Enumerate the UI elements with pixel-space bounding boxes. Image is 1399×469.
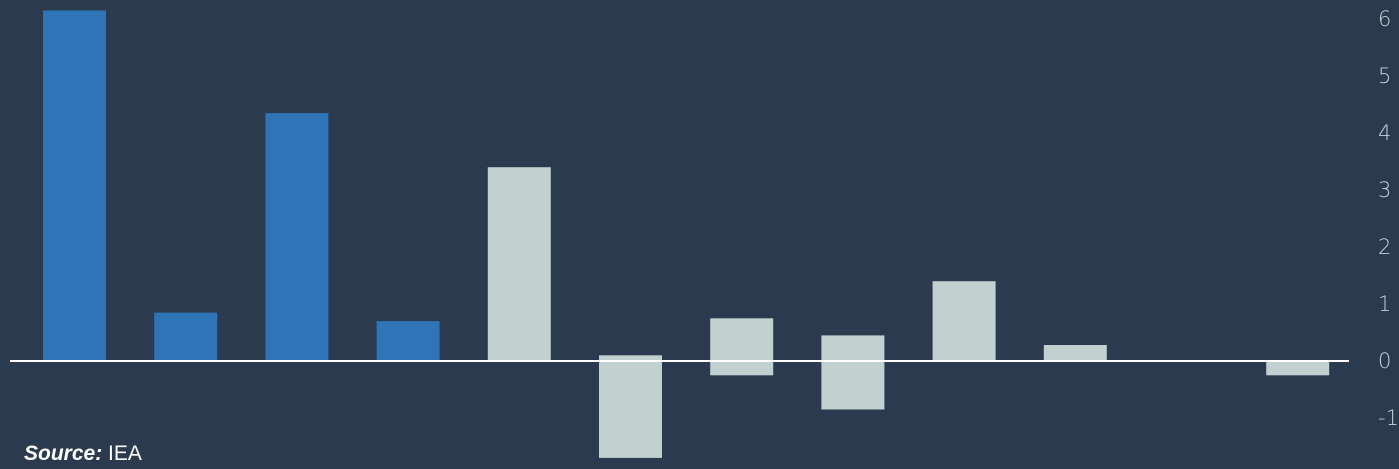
- bar-9: [932, 281, 996, 361]
- bar-8: [821, 335, 885, 410]
- source-label: Source:: [24, 442, 103, 465]
- y-tick-label: 6: [1378, 7, 1391, 31]
- y-tick-label: 0: [1378, 349, 1391, 373]
- y-tick-label: 5: [1378, 64, 1391, 88]
- bar-7: [710, 318, 774, 376]
- bar-10: [1043, 345, 1107, 361]
- source-note: Source: IEA: [24, 443, 142, 464]
- bar-1: [43, 10, 106, 362]
- y-tick-label: 1: [1378, 292, 1391, 316]
- bar-6: [599, 355, 662, 458]
- bar-5: [487, 167, 551, 361]
- bar-4: [376, 321, 440, 361]
- y-axis-tick-labels: 6 5 4 3 2 1 0 -1: [1378, 7, 1399, 430]
- y-tick-label: 4: [1378, 121, 1391, 145]
- y-tick-label: 2: [1378, 235, 1391, 259]
- bars-group: [43, 10, 1330, 458]
- y-tick-label: 3: [1378, 178, 1391, 202]
- source-text: IEA: [108, 442, 142, 465]
- y-tick-label: -1: [1378, 406, 1399, 430]
- bar-3: [265, 113, 329, 361]
- bar-12: [1266, 361, 1330, 376]
- bar-2: [154, 312, 218, 361]
